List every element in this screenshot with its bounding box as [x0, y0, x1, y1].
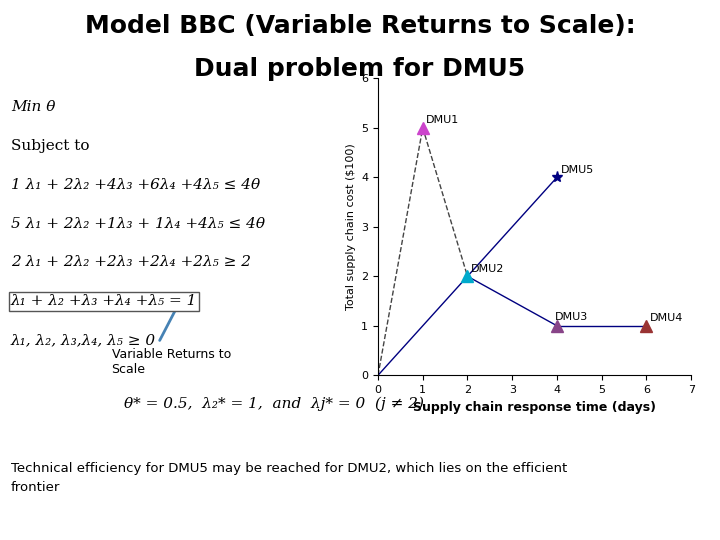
Text: Dual problem for DMU5: Dual problem for DMU5: [194, 57, 526, 80]
Text: DMU4: DMU4: [650, 313, 683, 323]
Text: θ* = 0.5,  λ₂* = 1,  and  λj* = 0  (j ≠ 2): θ* = 0.5, λ₂* = 1, and λj* = 0 (j ≠ 2): [124, 397, 423, 411]
Text: 2 λ₁ + 2λ₂ +2λ₃ +2λ₄ +2λ₅ ≥ 2: 2 λ₁ + 2λ₂ +2λ₃ +2λ₄ +2λ₅ ≥ 2: [11, 255, 251, 269]
Text: Subject to: Subject to: [11, 139, 89, 153]
Text: Technical efficiency for DMU5 may be reached for DMU2, which lies on the efficie: Technical efficiency for DMU5 may be rea…: [11, 462, 567, 494]
Text: λ₁ + λ₂ +λ₃ +λ₄ +λ₅ = 1: λ₁ + λ₂ +λ₃ +λ₄ +λ₅ = 1: [11, 294, 197, 308]
Text: DMU3: DMU3: [554, 312, 588, 322]
Text: 1 λ₁ + 2λ₂ +4λ₃ +6λ₄ +4λ₅ ≤ 4θ: 1 λ₁ + 2λ₂ +4λ₃ +6λ₄ +4λ₅ ≤ 4θ: [11, 178, 260, 192]
Text: DMU5: DMU5: [561, 165, 594, 175]
Text: λ₁, λ₂, λ₃,λ₄, λ₅ ≥ 0: λ₁, λ₂, λ₃,λ₄, λ₅ ≥ 0: [11, 333, 156, 347]
Text: Model BBC (Variable Returns to Scale):: Model BBC (Variable Returns to Scale):: [85, 14, 635, 37]
X-axis label: Supply chain response time (days): Supply chain response time (days): [413, 401, 656, 414]
Text: Min θ: Min θ: [11, 100, 55, 114]
Text: DMU1: DMU1: [426, 116, 459, 125]
Text: DMU2: DMU2: [471, 264, 505, 274]
Text: Variable Returns to
Scale: Variable Returns to Scale: [112, 348, 231, 376]
Y-axis label: Total supply chain cost ($100): Total supply chain cost ($100): [346, 144, 356, 310]
Text: 5 λ₁ + 2λ₂ +1λ₃ + 1λ₄ +4λ₅ ≤ 4θ: 5 λ₁ + 2λ₂ +1λ₃ + 1λ₄ +4λ₅ ≤ 4θ: [11, 217, 265, 231]
